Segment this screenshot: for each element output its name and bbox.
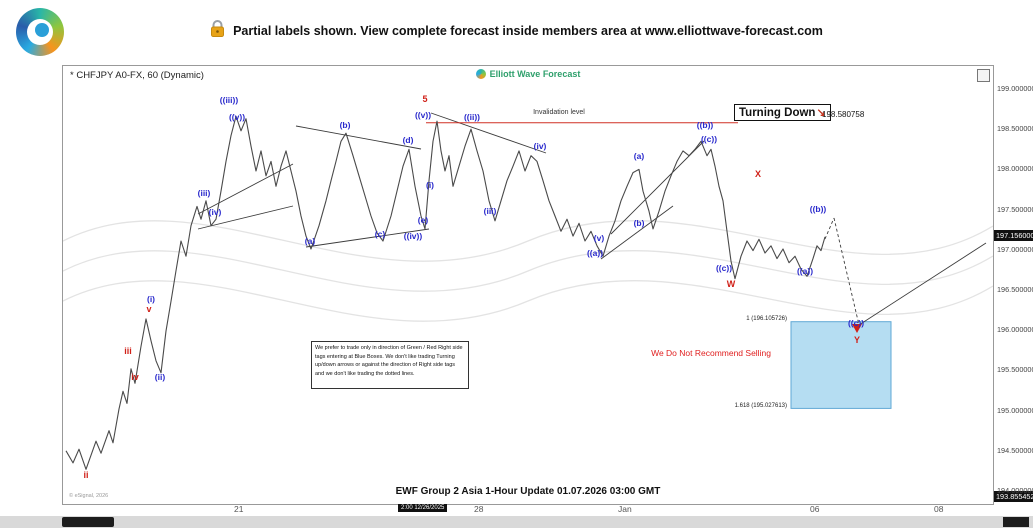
scrollbar-right-button[interactable]	[1003, 517, 1029, 527]
scrollbar-handle[interactable]	[62, 517, 114, 527]
svg-text:v: v	[146, 304, 151, 314]
invalidation-level-label: Invalidation level	[533, 109, 585, 116]
svg-text:((iv)): ((iv))	[404, 231, 423, 241]
low-price-badge: 193.855452	[994, 491, 1033, 502]
horizontal-scrollbar[interactable]	[0, 516, 1033, 528]
svg-text:(i): (i)	[426, 180, 434, 190]
maximize-button[interactable]	[977, 69, 990, 82]
cursor-time-badge: 2:00 12/26/2025	[398, 504, 448, 512]
turning-down-badge: Turning Down ↘	[734, 104, 831, 121]
svg-text:(c): (c)	[375, 229, 386, 239]
svg-text:(b): (b)	[340, 120, 351, 130]
price-tick: 199.000000	[997, 84, 1033, 93]
price-scale[interactable]: 197.156000 193.855452 199.000000 198.5000…	[994, 65, 1033, 503]
trading-disclaimer-box: We prefer to trade only in direction of …	[311, 341, 469, 389]
svg-text:Y: Y	[854, 335, 860, 345]
svg-text:((v)): ((v))	[229, 112, 245, 122]
svg-text:(iii): (iii)	[484, 206, 497, 216]
svg-text:iv: iv	[131, 372, 139, 382]
svg-text:W: W	[727, 279, 736, 289]
svg-text:(iv): (iv)	[209, 207, 222, 217]
svg-text:((v)): ((v))	[415, 110, 431, 120]
brand-text: Elliott Wave Forecast	[489, 69, 581, 79]
svg-text:(i): (i)	[147, 294, 155, 304]
price-tick: 198.000000	[997, 164, 1033, 174]
fib-level-1: 1 (196.105726)	[746, 316, 787, 322]
down-right-arrow-icon: ↘	[816, 107, 826, 119]
svg-text:5: 5	[422, 94, 427, 104]
current-price-badge: 197.156000	[994, 230, 1033, 242]
header-notice: Partial labels shown. View complete fore…	[0, 20, 1033, 41]
svg-text:((iii)): ((iii))	[220, 95, 239, 105]
svg-text:(ii): (ii)	[155, 372, 166, 382]
time-axis-label: Jan	[618, 504, 632, 514]
svg-text:((b)): ((b))	[810, 204, 827, 214]
svg-text:((a)): ((a))	[797, 266, 813, 276]
turning-down-label: Turning Down	[739, 106, 816, 119]
lock-icon	[210, 20, 225, 41]
price-tick: 194.000000	[997, 486, 1033, 495]
price-tick: 196.000000	[997, 325, 1033, 335]
time-axis-label: 28	[474, 504, 484, 514]
no-sell-warning: We Do Not Recommend Selling	[651, 348, 771, 358]
price-tick: 197.000000	[997, 244, 1033, 254]
price-tick: 196.500000	[997, 285, 1033, 294]
fib-level-1618: 1.618 (195.027613)	[734, 403, 787, 409]
svg-text:((c)): ((c))	[701, 134, 717, 144]
svg-text:((c)): ((c))	[848, 318, 864, 328]
invalidation-price-label: 198.580758	[822, 110, 865, 119]
price-tick: 198.500000	[997, 124, 1033, 134]
svg-text:(d): (d)	[403, 135, 414, 145]
chart-title: * CHFJPY A0-FX, 60 (Dynamic)	[70, 70, 204, 81]
time-axis-label: 08	[934, 504, 944, 514]
update-footer: EWF Group 2 Asia 1-Hour Update 01.07.202…	[395, 486, 661, 497]
time-axis-label: 06	[810, 504, 820, 514]
svg-text:(b): (b)	[634, 218, 645, 228]
svg-text:(e): (e)	[418, 215, 429, 225]
chart-frame: ii iii iv v 5 W X Y ((iii)) ((v)) (iii) (iv) (i) (ii)…	[62, 65, 994, 505]
svg-text:(a): (a)	[305, 236, 316, 246]
price-chart-svg[interactable]: iiiiiivv5WXY((iii))((v))(iii)(iv)(i)(ii)…	[62, 66, 994, 504]
svg-text:((ii)): ((ii))	[464, 112, 480, 122]
ewf-logo	[16, 8, 64, 56]
brand-logo-icon	[475, 69, 486, 79]
notice-text: Partial labels shown. View complete fore…	[233, 23, 823, 38]
time-axis-label: 21	[234, 504, 244, 514]
price-tick: 195.500000	[997, 365, 1033, 375]
svg-text:X: X	[755, 169, 761, 179]
svg-text:ii: ii	[83, 470, 88, 480]
brand: Elliott Wave Forecast	[63, 69, 993, 79]
svg-text:((a)): ((a))	[587, 248, 603, 258]
svg-text:(a): (a)	[634, 151, 645, 161]
svg-text:(iii): (iii)	[198, 188, 211, 198]
svg-text:((b)): ((b))	[697, 120, 714, 130]
esignal-copyright: © eSignal, 2026	[69, 493, 109, 499]
svg-text:(v): (v)	[594, 233, 605, 243]
time-axis[interactable]: 2:00 12/26/2025 21 28 Jan 06 08	[62, 504, 992, 516]
price-tick: 197.500000	[997, 204, 1033, 214]
price-tick: 194.500000	[997, 445, 1033, 455]
svg-text:(iv): (iv)	[534, 141, 547, 151]
svg-text:iii: iii	[124, 346, 132, 356]
price-chart[interactable]: ii iii iv v 5 W X Y ((iii)) ((v)) (iii) (iv) (i) (ii)…	[62, 66, 994, 504]
svg-text:((c)): ((c))	[716, 263, 732, 273]
price-tick: 195.000000	[997, 405, 1033, 415]
